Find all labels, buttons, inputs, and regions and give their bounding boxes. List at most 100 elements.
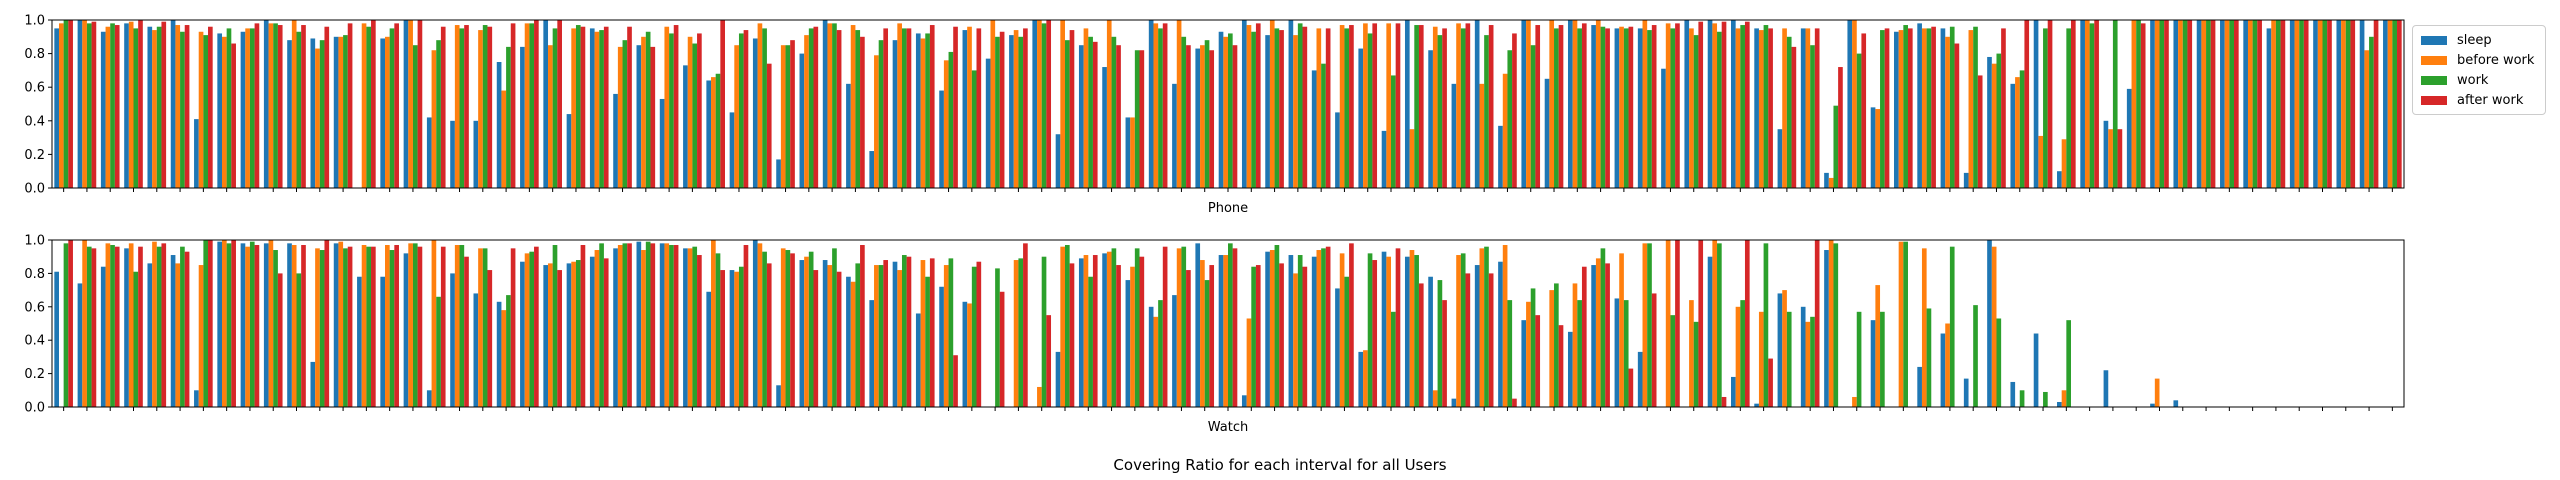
bar-p1-s2-c75 (1810, 316, 1815, 407)
ytick-label-0-5: 1.0 (24, 14, 45, 29)
bar-p1-s2-c56 (1367, 253, 1373, 407)
bar-p0-s0-c11 (310, 38, 316, 189)
bar-p0-s3-c72 (1744, 21, 1750, 189)
bar-p1-s0-c16 (426, 390, 432, 407)
bar-p1-s2-c73 (1763, 243, 1769, 407)
bar-p1-s3-c55 (1349, 243, 1354, 407)
bar-p0-s0-c34 (846, 83, 851, 188)
bar-p1-s3-c31 (790, 253, 795, 407)
bar-p0-s0-c48 (1172, 83, 1177, 188)
bar-p0-s1-c73 (1758, 30, 1764, 188)
bar-p0-s3-c7 (231, 43, 236, 188)
bar-p0-s3-c8 (254, 23, 260, 188)
bar-p0-s2-c70 (1693, 35, 1699, 189)
bar-p1-s0-c0 (54, 271, 59, 407)
bar-p1-s3-c72 (1744, 240, 1750, 407)
bar-p0-s2-c9 (273, 23, 278, 188)
bar-p0-s3-c96 (2303, 20, 2309, 188)
bar-p0-s1-c97 (2317, 20, 2323, 188)
bar-p0-s2-c32 (808, 28, 814, 189)
bar-p1-s0-c33 (822, 260, 828, 407)
bar-p1-s2-c24 (622, 243, 628, 407)
bar-p0-s1-c39 (967, 26, 972, 188)
bar-p1-s3-c14 (394, 245, 399, 407)
bar-p0-s3-c54 (1325, 28, 1331, 189)
bar-p1-s3-c15 (417, 246, 423, 407)
bar-p1-s3-c73 (1768, 358, 1773, 407)
legend-label-before-work: before work (2457, 52, 2535, 68)
ytick-label-1-5: 1.0 (24, 234, 45, 249)
bar-p0-s0-c98 (2336, 20, 2342, 188)
bar-p0-s3-c57 (1395, 23, 1401, 188)
bar-p1-s2-c82 (1973, 305, 1978, 407)
bar-p0-s1-c35 (874, 55, 879, 188)
bar-p1-s0-c17 (450, 273, 455, 407)
legend-item-work: work (2421, 70, 2545, 90)
bar-p1-s1-c39 (967, 303, 972, 407)
bar-p1-s3-c70 (1698, 240, 1704, 407)
bar-p0-s1-c45 (1106, 20, 1112, 188)
bar-p0-s3-c17 (464, 25, 469, 188)
bar-p0-s0-c27 (683, 65, 688, 188)
bar-p0-s2-c69 (1670, 28, 1676, 189)
legend-item-before-work: before work (2421, 50, 2545, 70)
bar-p0-s1-c64 (1549, 20, 1555, 188)
bar-p0-s2-c33 (832, 23, 837, 188)
bar-p1-s1-c27 (687, 248, 693, 407)
bar-p0-s2-c18 (482, 25, 488, 188)
bar-p1-s1-c1 (82, 240, 87, 407)
bar-p0-s0-c54 (1311, 70, 1317, 188)
bar-p0-s2-c34 (855, 30, 861, 188)
bar-p1-s0-c52 (1265, 251, 1270, 407)
bar-p0-s0-c70 (1684, 20, 1690, 188)
bar-p1-s1-c55 (1339, 253, 1345, 407)
bar-p0-s0-c96 (2289, 20, 2295, 188)
bar-p0-s3-c39 (976, 28, 982, 189)
bar-p0-s2-c98 (2345, 20, 2351, 188)
bar-p0-s1-c87 (2084, 20, 2090, 188)
bar-p1-s1-c60 (1456, 255, 1461, 407)
bar-p1-s0-c76 (1824, 250, 1829, 407)
bar-p1-s3-c27 (697, 255, 702, 407)
bar-p0-s1-c43 (1060, 20, 1065, 188)
bar-p1-s3-c69 (1675, 240, 1680, 407)
bar-p1-s1-c45 (1106, 251, 1112, 407)
bar-p1-s2-c55 (1344, 276, 1350, 407)
bar-p0-s3-c98 (2350, 20, 2356, 188)
bar-p1-s3-c48 (1186, 270, 1191, 407)
bar-p0-s3-c5 (184, 25, 190, 188)
bar-p0-s0-c99 (2359, 20, 2365, 188)
bar-p0-s2-c11 (319, 40, 325, 188)
bar-p0-s3-c31 (790, 40, 795, 188)
bar-p1-s0-c49 (1195, 243, 1201, 407)
bar-p1-s1-c86 (2061, 390, 2067, 407)
bar-p1-s0-c57 (1381, 251, 1387, 407)
bar-p0-s3-c41 (1023, 28, 1028, 189)
bar-p1-s3-c36 (906, 256, 912, 407)
bar-p0-s3-c61 (1488, 25, 1494, 188)
bar-p0-s1-c21 (548, 45, 553, 189)
bar-p1-s0-c80 (1917, 366, 1922, 407)
bar-p0-s3-c3 (138, 20, 143, 188)
bar-p0-s0-c25 (636, 45, 642, 189)
bar-p1-s2-c10 (296, 273, 302, 407)
bar-p0-s2-c46 (1134, 50, 1140, 188)
bar-p1-s1-c34 (850, 281, 856, 407)
bar-p0-s1-c10 (291, 20, 297, 188)
bar-p0-s1-c50 (1223, 36, 1228, 188)
bar-p0-s2-c31 (785, 45, 791, 189)
bar-p1-s1-c36 (897, 270, 902, 407)
bar-p0-s0-c95 (2266, 28, 2272, 189)
bar-p1-s0-c6 (194, 390, 199, 407)
bar-p0-s1-c22 (571, 28, 576, 189)
bar-p0-s1-c71 (1712, 23, 1718, 188)
bar-p0-s0-c24 (613, 93, 618, 188)
bar-p0-s0-c21 (543, 20, 549, 188)
bar-p0-s1-c36 (897, 23, 902, 188)
bar-p0-s0-c12 (333, 36, 339, 188)
bar-p0-s1-c90 (2154, 20, 2160, 188)
bar-p0-s2-c27 (692, 43, 698, 188)
bar-p1-s3-c64 (1558, 325, 1564, 407)
bar-p0-s2-c53 (1297, 23, 1303, 188)
bar-p1-s2-c20 (529, 251, 535, 407)
